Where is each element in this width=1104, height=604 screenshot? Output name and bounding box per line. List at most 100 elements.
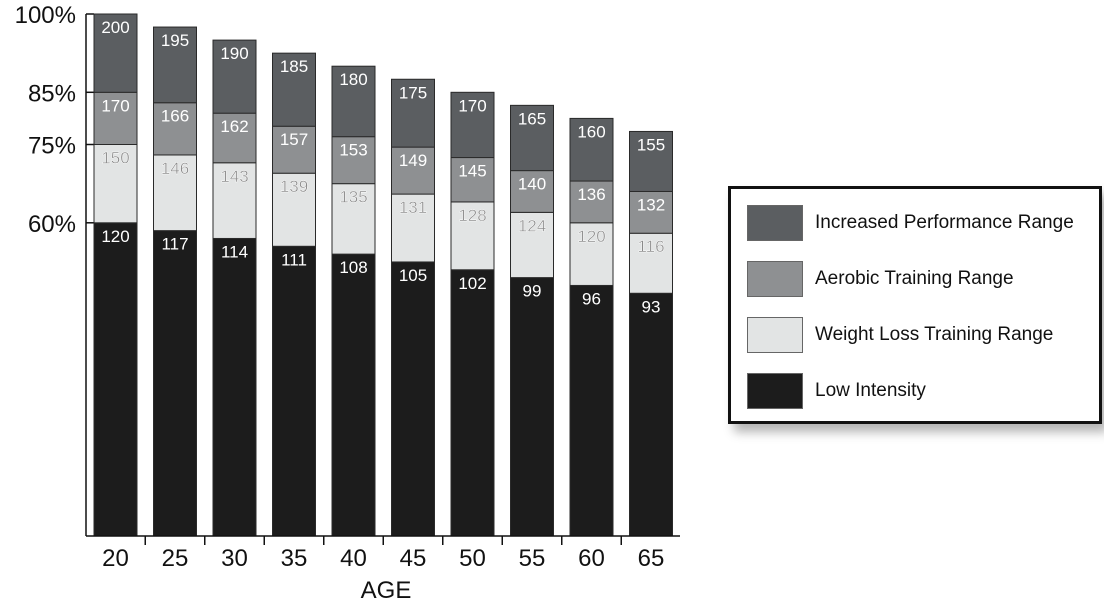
data-label: 175 [399,83,427,102]
data-label: 145 [458,162,486,181]
bar-segment [212,112,257,164]
bar-segment [510,104,554,172]
x-tick-label: 20 [102,545,129,572]
data-label: 162 [220,117,248,136]
bar-segment [391,78,435,148]
data-label: 155 [637,135,665,154]
legend: Increased Performance Range Aerobic Trai… [728,186,1102,424]
data-label: 157 [280,130,308,149]
bar-segment [331,253,376,537]
bar-segment [510,277,554,537]
bar-segment [569,222,614,286]
y-axis-ticks: 100% 85% 75% 60% [15,2,94,238]
x-tick-label: 25 [162,545,189,572]
legend-label-aerobic: Aerobic Training Range [815,268,1014,289]
data-label: 185 [280,57,308,76]
x-tick-label: 40 [340,545,367,572]
bar-segment [212,39,257,114]
data-label: 116 [637,237,664,256]
bar-segment [153,154,197,232]
data-label: 102 [458,274,486,293]
x-tick-label: 65 [638,545,665,572]
bar-segment [629,232,673,294]
bar-segment [569,117,614,182]
bar-segment [331,183,376,255]
y-tick-label: 85% [28,80,76,107]
y-tick-label: 75% [28,133,76,160]
bar-segment [450,269,495,537]
y-tick-label: 60% [28,211,76,238]
data-label: 146 [161,159,189,178]
legend-item-aerobic: Aerobic Training Range [747,261,1014,297]
data-label: 166 [161,107,189,126]
data-label: 96 [582,289,601,308]
data-label: 200 [101,18,129,37]
y-tick-label: 100% [15,2,76,29]
data-label: 143 [220,167,248,186]
bar-segment [153,26,197,104]
data-label: 195 [161,31,189,50]
bar-segment [331,136,376,185]
data-label: 120 [577,227,605,246]
data-label: 135 [339,188,367,207]
x-tick-label: 55 [519,545,546,572]
data-label: 149 [399,151,427,170]
bar-segment [391,193,435,263]
legend-swatch-aerobic [747,261,803,297]
data-label: 99 [523,282,542,301]
bar-segment [629,190,673,234]
data-label: 136 [577,185,605,204]
bar-segment [391,261,435,537]
data-label: 111 [281,250,307,269]
data-label: 165 [518,109,546,128]
x-axis-ticks: 20 25 30 35 40 45 50 55 60 65 [102,536,664,572]
data-label: 93 [642,297,661,316]
data-label: 131 [399,198,427,217]
bar-segment [450,157,495,203]
bar-segment [450,91,495,159]
bar-segment [272,245,316,537]
bar-segment [629,292,673,537]
data-label: 132 [637,195,665,214]
data-label: 160 [577,122,605,141]
bar-segment [272,125,316,174]
x-tick-label: 30 [221,545,248,572]
legend-item-low-intensity: Low Intensity [747,373,926,409]
legend-label-weight-loss: Weight Loss Training Range [815,324,1054,345]
legend-label-increased-performance: Increased Performance Range [815,212,1074,233]
bar-segment [93,13,138,93]
legend-item-increased-performance: Increased Performance Range [747,205,1074,241]
bar-segment [212,237,257,537]
data-label: 180 [339,70,367,89]
bar-segment [93,144,138,224]
bar-segment [331,65,376,138]
data-label: 170 [458,96,486,115]
bar-segment [510,211,554,279]
legend-label-low-intensity: Low Intensity [815,380,926,401]
legend-swatch-increased-performance [747,205,803,241]
bar-segment [272,172,316,247]
data-label: 105 [399,266,427,285]
data-label: 114 [221,242,248,261]
bar-segment [450,201,495,271]
legend-item-weight-loss: Weight Loss Training Range [747,317,1053,353]
bar-segment [569,284,614,537]
legend-swatch-weight-loss [747,317,803,353]
data-label: 150 [101,149,129,168]
data-label: 124 [518,216,546,235]
data-label: 153 [339,141,367,160]
data-label: 190 [220,44,248,63]
bar-segment [391,146,435,195]
bar-segment [569,180,614,224]
bar-segment [153,230,197,537]
data-label: 140 [518,175,546,194]
data-label: 139 [280,177,308,196]
bar-segment [629,130,673,192]
data-label: 120 [101,227,129,246]
data-label: 128 [458,206,486,225]
x-axis-title: AGE [361,577,412,604]
legend-swatch-low-intensity [747,373,803,409]
x-tick-label: 50 [459,545,486,572]
x-tick-label: 45 [400,545,427,572]
